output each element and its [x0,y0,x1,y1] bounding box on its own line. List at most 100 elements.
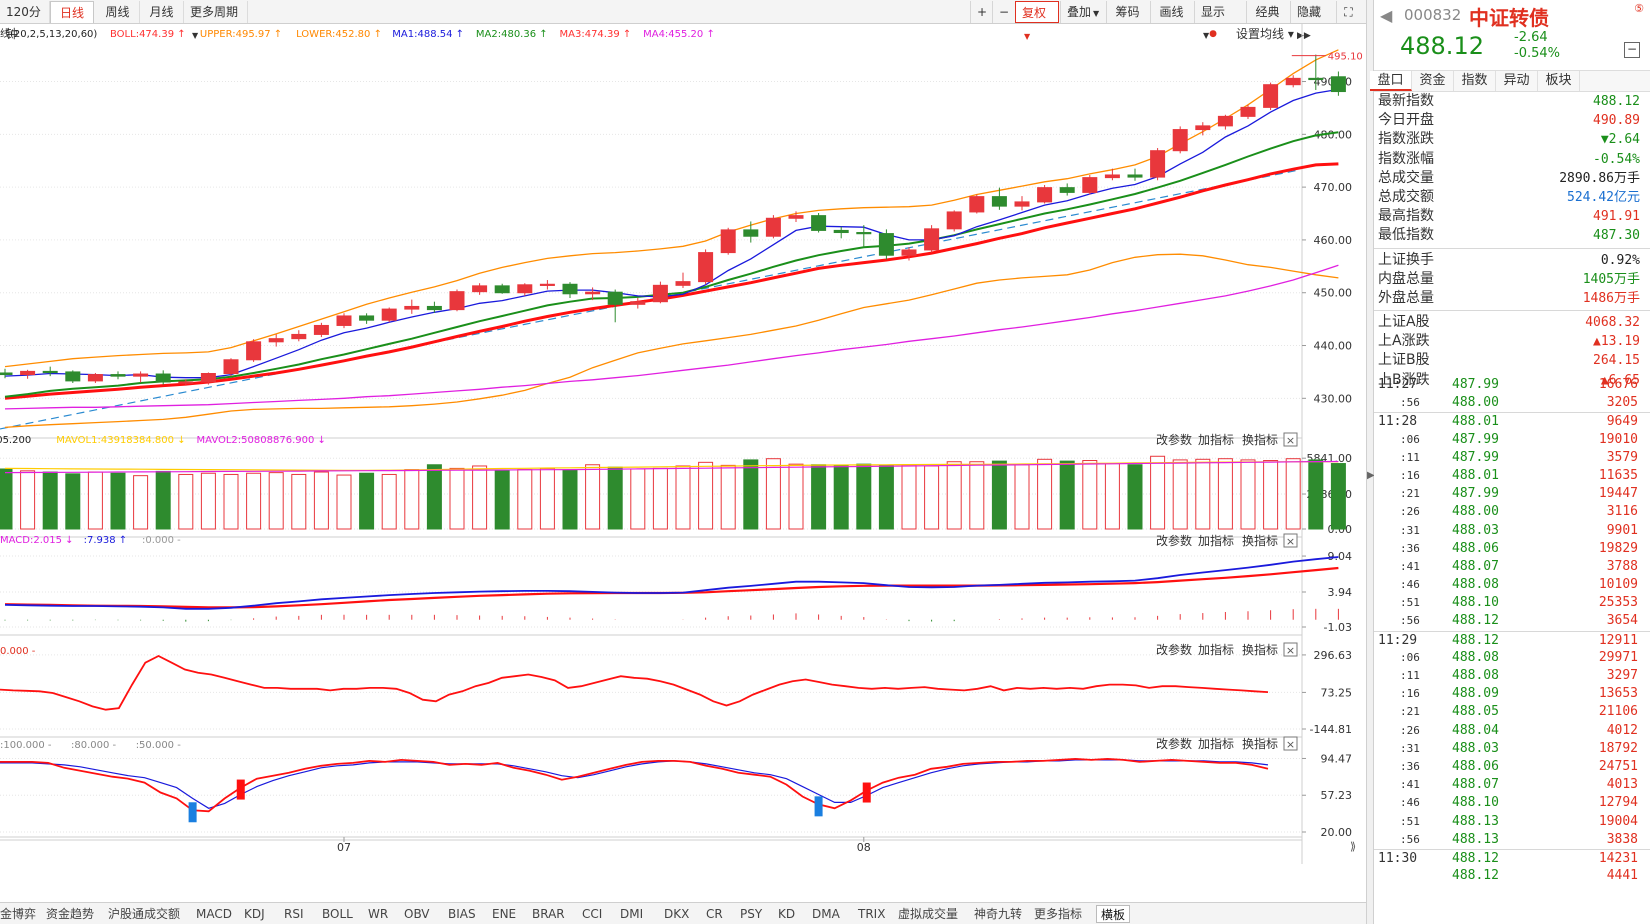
indicator-tab-10[interactable]: ENE [492,907,517,921]
quote-tab-4[interactable]: 板块 [1538,71,1580,91]
zoom-in-button[interactable]: + [970,1,992,23]
candle-body[interactable] [0,372,13,376]
indicator-tab-0[interactable]: 金博弈 [0,907,37,921]
panel-splitter[interactable] [1366,0,1374,924]
indicator-tab-19[interactable]: TRIX [858,907,886,921]
candle-body[interactable] [652,284,668,303]
indicator-tab-16[interactable]: PSY [740,907,763,921]
candle-body[interactable] [878,233,894,256]
draw-line-button[interactable]: 画线 [1150,1,1192,23]
candle-body[interactable] [133,373,149,377]
candle-body[interactable] [223,359,239,375]
candle-body[interactable] [901,249,917,256]
candle-body[interactable] [1240,106,1256,117]
candle-body[interactable] [517,284,533,294]
candle-body[interactable] [765,217,781,237]
candle-body[interactable] [155,373,171,383]
candle-body[interactable] [1308,77,1324,81]
indicator-tab-15[interactable]: CR [706,907,723,921]
candle-body[interactable] [404,305,420,310]
indicator-tab-21[interactable]: 神奇九转 [974,907,1023,921]
macd-close-button[interactable] [1283,533,1298,548]
candle-body[interactable] [336,315,352,326]
quote-tab-0[interactable]: 盘口 [1370,71,1412,91]
candle-body[interactable] [720,229,736,254]
candle-body[interactable] [1285,77,1301,86]
candle-body[interactable] [1263,84,1279,108]
indicator-tab-8[interactable]: OBV [404,907,430,921]
indicator-tab-18[interactable]: DMA [812,907,840,921]
tick-list[interactable]: 11:27 487.99 16676:56 488.00 3205 11:28 488.01… [1374,376,1650,885]
candle-body[interactable] [449,291,465,311]
candle-body[interactable] [607,291,623,305]
classic-button[interactable]: 经典 [1246,1,1288,23]
candle-body[interactable] [20,370,36,376]
indicator-tab-5[interactable]: RSI [284,907,304,921]
candle-body[interactable] [562,283,578,295]
quote-tab-2[interactable]: 指数 [1454,71,1496,91]
candle-body[interactable] [1330,76,1346,93]
candle-body[interactable] [946,211,962,230]
candle-body[interactable] [1150,150,1166,178]
candle-body[interactable] [788,215,804,219]
candle-body[interactable] [1059,187,1075,193]
candle-body[interactable] [494,285,510,294]
kdj-close-button[interactable] [1283,736,1298,751]
candle-body[interactable] [359,315,375,321]
candle-body[interactable] [539,283,555,286]
candle-body[interactable] [472,285,488,293]
collapse-arrow-icon[interactable]: ▶ [1367,470,1375,481]
adjust-price-button[interactable]: 复权 ▼ [1015,1,1059,41]
period-weekly[interactable]: 周线 [96,1,140,23]
kline-chart[interactable]: 430.00440.00450.00460.00470.00480.00490.… [0,24,1366,902]
indicator-tab-23[interactable]: 横板 [1096,905,1131,923]
indicator-tab-6[interactable]: BOLL [322,907,353,921]
candle-body[interactable] [969,196,985,213]
indicator-tab-22[interactable]: 更多指标 [1034,907,1083,921]
candle-body[interactable] [991,196,1007,207]
period-daily[interactable]: 日线 [50,1,94,23]
volume-close-button[interactable] [1283,432,1298,447]
indicator-tab-11[interactable]: BRAR [532,907,565,921]
indicator-tab-4[interactable]: KDJ [244,907,265,921]
candle-body[interactable] [698,252,714,283]
candle-body[interactable] [675,281,691,286]
indicator-tab-2[interactable]: 沪股通成交额 [108,907,181,921]
candle-body[interactable] [833,229,849,234]
scroll-right-icon[interactable]: ⟫ [1350,840,1356,853]
candle-body[interactable] [1195,125,1211,131]
candle-body[interactable] [65,371,81,382]
candle-body[interactable] [856,232,872,235]
indicator-tab-17[interactable]: KD [778,907,796,921]
candle-body[interactable] [743,229,759,237]
candle-body[interactable] [87,374,103,382]
zoom-out-button[interactable]: − [992,1,1014,23]
indicator-tab-3[interactable]: MACD [196,907,232,921]
candle-body[interactable] [110,374,126,377]
candle-body[interactable] [1104,174,1120,179]
candle-body[interactable] [426,305,442,311]
display-button[interactable]: 显示 ▼● [1194,1,1244,40]
prev-arrow-icon[interactable]: ◀ [1380,6,1393,25]
candle-body[interactable] [291,333,307,340]
candle-body[interactable] [1172,129,1188,152]
candle-body[interactable] [630,301,646,305]
candle-body[interactable] [1082,177,1098,193]
period-monthly[interactable]: 月线 [140,1,184,23]
period-more[interactable]: 更多周期 ▼ [184,1,248,40]
candle-body[interactable] [178,381,194,384]
candle-body[interactable] [811,215,827,231]
indicator-tab-14[interactable]: DKX [664,907,690,921]
collapse-button[interactable]: − [1624,42,1640,58]
osc-close-button[interactable] [1283,642,1298,657]
candle-body[interactable] [381,308,397,321]
hide-button[interactable]: 隐藏 ▶▶ [1290,1,1334,41]
quote-tab-3[interactable]: 异动 [1496,71,1538,91]
fullscreen-button[interactable]: ⛶ [1336,1,1360,23]
candle-body[interactable] [313,324,329,335]
candle-body[interactable] [200,373,216,383]
candle-body[interactable] [1037,187,1053,203]
indicator-tab-7[interactable]: WR [368,907,389,921]
indicator-tab-9[interactable]: BIAS [448,907,476,921]
candle-body[interactable] [924,228,940,251]
